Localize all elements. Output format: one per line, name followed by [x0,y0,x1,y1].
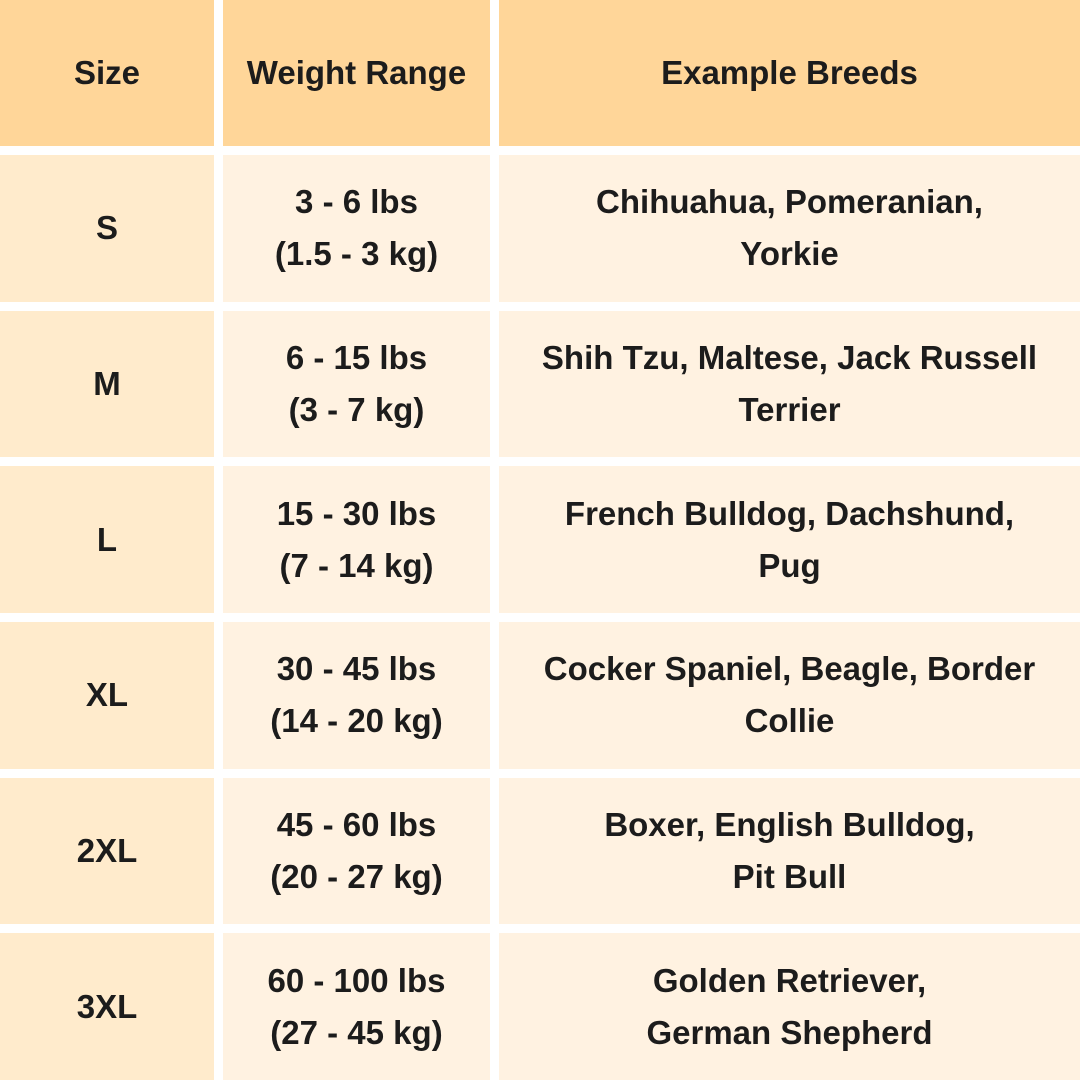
breeds-cell: French Bulldog, Dachshund, Pug [499,466,1080,613]
weight-cell-line: 45 - 60 lbs [276,805,437,843]
weight-cell: 15 - 30 lbs (7 - 14 kg) [223,466,490,613]
size-cell: S [0,155,214,302]
breeds-cell-line: Shih Tzu, Maltese, Jack Russell [541,338,1038,376]
weight-cell-line: 60 - 100 lbs [267,961,446,999]
breeds-cell: Shih Tzu, Maltese, Jack Russell Terrier [499,310,1080,458]
weight-cell: 30 - 45 lbs (14 - 20 kg) [223,622,490,769]
weight-cell-line: (3 - 7 kg) [288,390,425,428]
breeds-cell-line: Yorkie [740,235,839,273]
weight-cell-line: (27 - 45 kg) [270,1013,443,1051]
breeds-cell-line: Terrier [738,390,841,428]
weight-cell-line: 3 - 6 lbs [295,183,418,221]
breeds-cell-line: Boxer, English Bulldog, [604,805,975,843]
header-size: Size [0,0,214,146]
weight-cell-line: 6 - 15 lbs [285,338,428,376]
size-cell: 3XL [0,933,214,1080]
size-cell-line: XL [85,676,129,714]
breeds-cell-line: German Shepherd [646,1013,933,1051]
weight-cell: 3 - 6 lbs (1.5 - 3 kg) [223,155,490,302]
size-cell: L [0,466,214,613]
breeds-cell-line: French Bulldog, Dachshund, [564,494,1015,532]
breeds-cell-line: Pug [758,546,821,584]
size-cell-line: 2XL [76,831,138,869]
size-cell-line: S [95,209,118,247]
weight-cell: 45 - 60 lbs (20 - 27 kg) [223,777,490,925]
breeds-cell-line: Pit Bull [732,857,847,895]
size-cell-line: M [93,364,121,402]
weight-cell-line: (20 - 27 kg) [270,857,443,895]
breeds-cell-line: Cocker Spaniel, Beagle, Border [543,650,1036,688]
weight-cell: 6 - 15 lbs (3 - 7 kg) [223,310,490,458]
header-example-breeds: Example Breeds [499,0,1080,146]
weight-cell: 60 - 100 lbs (27 - 45 kg) [223,933,490,1080]
size-cell-line: 3XL [76,987,138,1025]
breeds-cell: Golden Retriever, German Shepherd [499,933,1080,1080]
weight-cell-line: 30 - 45 lbs [276,650,437,688]
breeds-cell-line: Golden Retriever, [652,961,927,999]
weight-cell-line: (14 - 20 kg) [270,702,443,740]
weight-cell-line: (7 - 14 kg) [279,546,434,584]
breeds-cell: Chihuahua, Pomeranian, Yorkie [499,155,1080,302]
header-weight-range: Weight Range [223,0,490,146]
size-cell: XL [0,622,214,769]
breeds-cell-line: Collie [744,702,835,740]
size-cell: M [0,310,214,458]
breeds-cell-line: Chihuahua, Pomeranian, [596,183,983,221]
weight-cell-line: 15 - 30 lbs [276,494,437,532]
size-cell: 2XL [0,777,214,925]
size-cell-line: L [96,520,118,558]
weight-cell-line: (1.5 - 3 kg) [274,235,439,273]
breeds-cell: Cocker Spaniel, Beagle, Border Collie [499,622,1080,769]
breeds-cell: Boxer, English Bulldog, Pit Bull [499,777,1080,925]
